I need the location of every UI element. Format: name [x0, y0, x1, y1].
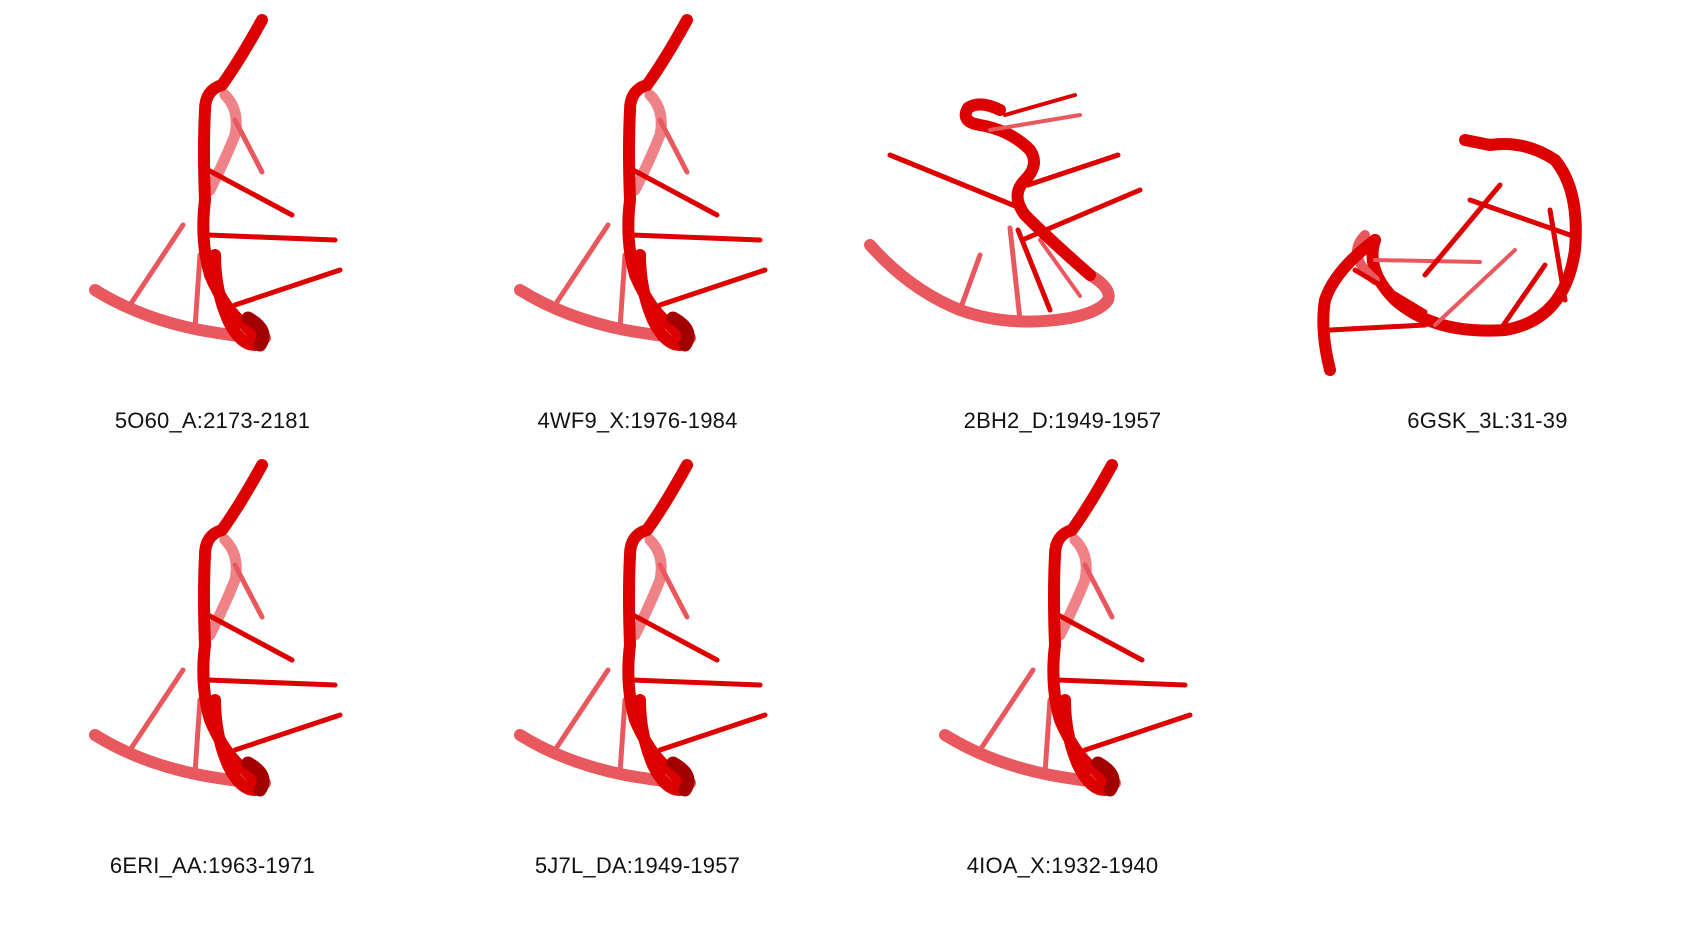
structure-render [0, 0, 425, 400]
structure-panel: 5O60_A:2173-2181 [0, 0, 425, 445]
structure-label: 5O60_A:2173-2181 [114, 408, 311, 433]
structure-label: 5J7L_DA:1949-1957 [534, 853, 741, 878]
structure-render [425, 445, 850, 845]
structure-label: 6GSK_3L:31-39 [1407, 408, 1568, 433]
structure-render [0, 445, 425, 845]
structure-render [425, 0, 850, 400]
structure-label: 4WF9_X:1976-1984 [537, 408, 738, 433]
structure-label: 2BH2_D:1949-1957 [963, 408, 1162, 433]
structure-panel: 5J7L_DA:1949-1957 [425, 445, 850, 890]
structure-panel: 4WF9_X:1976-1984 [425, 0, 850, 445]
structure-panel: 6GSK_3L:31-39 [1275, 0, 1700, 445]
structure-panel: 6ERI_AA:1963-1971 [0, 445, 425, 890]
structure-label: 6ERI_AA:1963-1971 [109, 853, 316, 878]
structure-panel: 4IOA_X:1932-1940 [850, 445, 1275, 890]
structure-render [1317, 134, 1582, 376]
structure-panel: 2BH2_D:1949-1957 [850, 0, 1275, 445]
structure-render [864, 93, 1143, 328]
structure-label: 4IOA_X:1932-1940 [966, 853, 1159, 878]
structure-render [850, 445, 1275, 845]
